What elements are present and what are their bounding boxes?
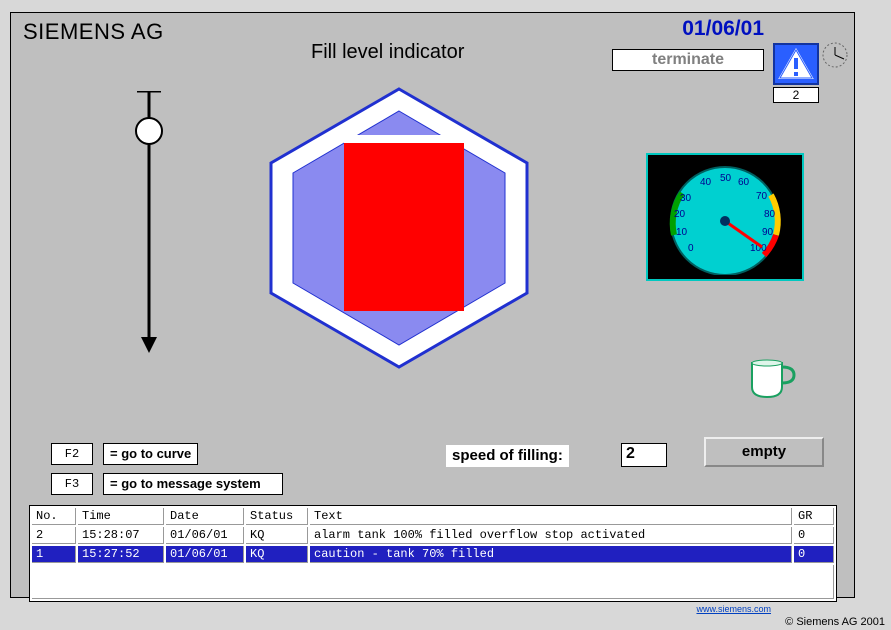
copyright: © Siemens AG 2001: [785, 616, 885, 628]
gauge-tick-20: 20: [674, 209, 686, 220]
gauge-tick-60: 60: [738, 177, 750, 188]
gauge-tick-90: 90: [762, 227, 774, 238]
message-header-row: No. Time Date Status Text GR: [32, 508, 834, 525]
f3-row: F3 = go to message system: [51, 473, 283, 495]
gauge-tick-10: 10: [676, 227, 688, 238]
f2-row: F2 = go to curve: [51, 443, 198, 465]
hmi-panel: SIEMENS AG Fill level indicator 01/06/01…: [10, 12, 855, 598]
f2-label: = go to curve: [103, 443, 198, 465]
cup-icon: [746, 353, 796, 401]
col-status: Status: [246, 508, 308, 525]
table-row: [32, 565, 834, 599]
date-display: 01/06/01: [682, 17, 764, 41]
gauge-tick-30: 30: [680, 193, 692, 204]
speed-gauge: 0 10 20 30 40 50 60 70 80 90 100: [646, 153, 804, 281]
slider-thumb: [136, 118, 162, 144]
gauge-tick-40: 40: [700, 177, 712, 188]
page-title: Fill level indicator: [311, 41, 464, 64]
gauge-tick-0: 0: [688, 243, 694, 254]
alert-count: 2: [773, 87, 819, 103]
tank-fill-bar: [344, 143, 464, 311]
f2-key[interactable]: F2: [51, 443, 93, 465]
speed-value[interactable]: 2: [621, 443, 667, 467]
alert-icon[interactable]: [773, 43, 819, 85]
f3-label: = go to message system: [103, 473, 283, 495]
clock-icon: [822, 41, 848, 87]
speed-label: speed of filling:: [446, 445, 569, 467]
level-slider[interactable]: [129, 91, 169, 361]
table-row[interactable]: 215:28:0701/06/01KQalarm tank 100% fille…: [32, 527, 834, 544]
gauge-tick-70: 70: [756, 191, 768, 202]
footer-link[interactable]: www.siemens.com: [696, 604, 771, 614]
col-no: No.: [32, 508, 76, 525]
gauge-tick-80: 80: [764, 209, 776, 220]
tank-indicator: [249, 83, 549, 373]
col-date: Date: [166, 508, 244, 525]
header: SIEMENS AG Fill level indicator 01/06/01…: [11, 13, 854, 63]
col-gr: GR: [794, 508, 834, 525]
gauge-tick-50: 50: [720, 173, 732, 184]
table-row[interactable]: 115:27:5201/06/01KQcaution - tank 70% fi…: [32, 546, 834, 563]
terminate-button[interactable]: terminate: [612, 49, 764, 71]
col-time: Time: [78, 508, 164, 525]
empty-button[interactable]: empty: [704, 437, 824, 467]
message-table[interactable]: No. Time Date Status Text GR 215:28:0701…: [29, 505, 837, 602]
col-text: Text: [310, 508, 792, 525]
f3-key[interactable]: F3: [51, 473, 93, 495]
company-label: SIEMENS AG: [23, 19, 164, 45]
